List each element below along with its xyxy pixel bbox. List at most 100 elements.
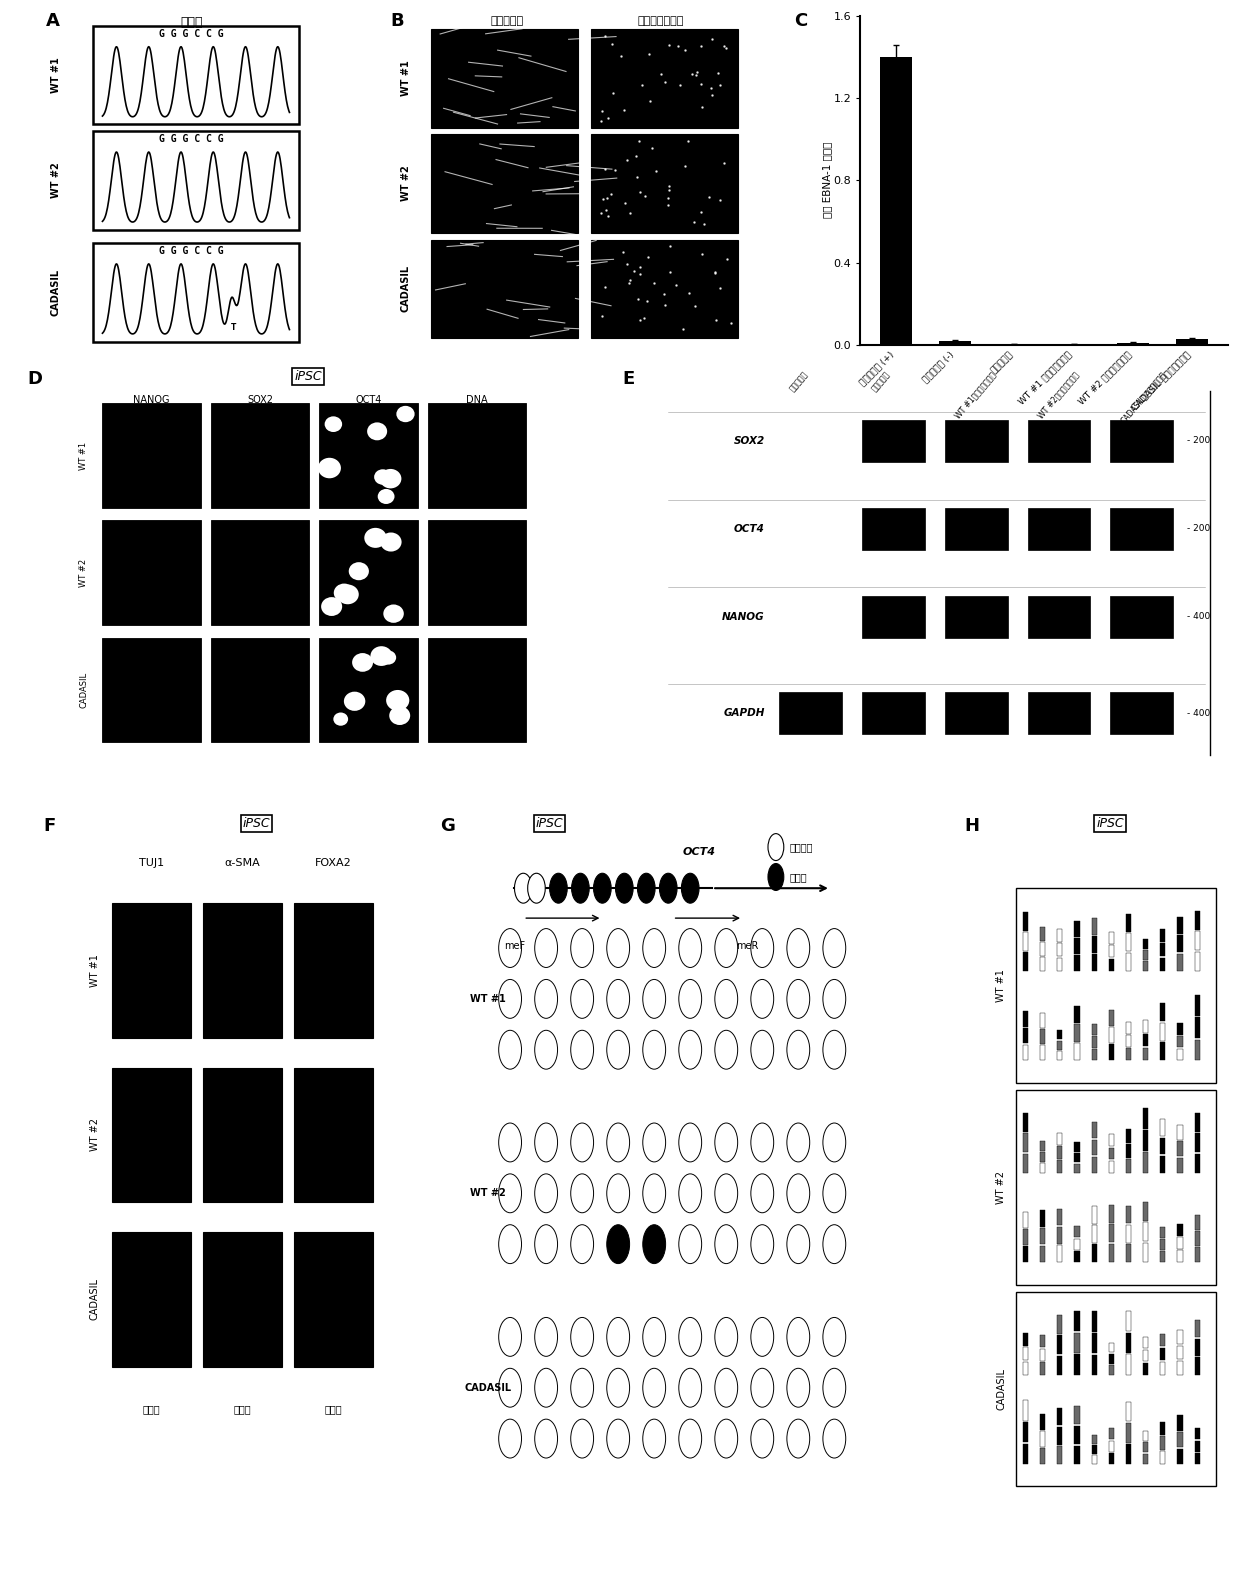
Circle shape <box>606 1123 630 1162</box>
Text: iPSC: iPSC <box>536 817 563 830</box>
Bar <box>1091 1244 1096 1262</box>
Bar <box>1109 1205 1114 1222</box>
Text: WT #1: WT #1 <box>89 954 99 987</box>
Circle shape <box>534 1369 558 1407</box>
Text: G G G C C G: G G G C C G <box>159 246 223 255</box>
Circle shape <box>498 1030 522 1069</box>
Circle shape <box>787 1123 810 1162</box>
Text: SOX2: SOX2 <box>247 394 273 405</box>
Circle shape <box>534 1225 558 1263</box>
Bar <box>1040 957 1045 971</box>
Bar <box>1194 1154 1200 1173</box>
Circle shape <box>570 1173 594 1213</box>
Circle shape <box>751 979 774 1019</box>
Text: CADASIL: CADASIL <box>89 1279 99 1320</box>
Circle shape <box>823 1173 846 1213</box>
Circle shape <box>751 1419 774 1459</box>
Circle shape <box>678 1225 702 1263</box>
Bar <box>211 637 309 743</box>
Circle shape <box>751 1225 774 1263</box>
Text: WT #1: WT #1 <box>997 968 1007 1001</box>
Bar <box>294 1068 372 1202</box>
Circle shape <box>397 405 414 423</box>
Text: 未甲基化: 未甲基化 <box>789 842 812 852</box>
Circle shape <box>534 1123 558 1162</box>
Bar <box>1091 1036 1096 1047</box>
Bar <box>1058 1052 1063 1060</box>
Text: 中胚层: 中胚层 <box>233 1404 250 1415</box>
Bar <box>1074 1025 1080 1041</box>
Bar <box>1194 1441 1200 1451</box>
Bar <box>1091 1435 1096 1445</box>
Text: CADASIL: CADASIL <box>79 672 88 708</box>
Bar <box>1126 1143 1131 1158</box>
Bar <box>1074 1227 1080 1238</box>
Bar <box>1126 1402 1131 1421</box>
Circle shape <box>367 423 387 440</box>
Bar <box>1126 1355 1131 1375</box>
Bar <box>1126 1035 1131 1047</box>
Circle shape <box>381 533 402 552</box>
Bar <box>1058 1227 1063 1244</box>
Circle shape <box>348 561 370 580</box>
Bar <box>1194 1113 1200 1132</box>
Text: meF: meF <box>503 940 525 951</box>
Circle shape <box>337 585 358 604</box>
Circle shape <box>642 1173 666 1213</box>
Bar <box>1178 1432 1183 1448</box>
Circle shape <box>498 1419 522 1459</box>
Bar <box>1109 1429 1114 1440</box>
Circle shape <box>570 1317 594 1356</box>
Circle shape <box>751 1173 774 1213</box>
Bar <box>1178 1124 1183 1140</box>
Circle shape <box>381 650 396 664</box>
Bar <box>1161 1137 1166 1154</box>
Bar <box>1058 957 1063 971</box>
Bar <box>1040 1348 1045 1361</box>
Circle shape <box>498 1369 522 1407</box>
Circle shape <box>751 1123 774 1162</box>
Bar <box>1023 1046 1028 1060</box>
Bar <box>1126 915 1131 932</box>
Circle shape <box>498 929 522 967</box>
Bar <box>1178 954 1183 971</box>
Text: WT #2: WT #2 <box>470 1189 506 1199</box>
Circle shape <box>383 604 404 623</box>
Bar <box>1074 1426 1080 1445</box>
Text: CADASIL: CADASIL <box>51 268 61 315</box>
Circle shape <box>678 1173 702 1213</box>
Bar <box>1178 1345 1183 1359</box>
Bar <box>1143 1430 1148 1441</box>
Circle shape <box>528 874 546 904</box>
Bar <box>1143 951 1148 960</box>
Text: G: G <box>440 817 455 836</box>
Bar <box>1161 1042 1166 1060</box>
Bar <box>428 404 526 508</box>
Text: 诱导多能干细胞: 诱导多能干细胞 <box>637 16 684 25</box>
Circle shape <box>823 1419 846 1459</box>
Text: E: E <box>622 369 634 388</box>
Bar <box>320 637 418 743</box>
Circle shape <box>549 874 567 904</box>
Circle shape <box>594 874 611 904</box>
Text: WT #1诱导多能干细胞: WT #1诱导多能干细胞 <box>954 369 997 419</box>
Text: - 400: - 400 <box>1187 612 1210 621</box>
Bar <box>103 520 201 624</box>
Circle shape <box>642 1123 666 1162</box>
Circle shape <box>823 929 846 967</box>
Bar <box>428 637 526 743</box>
Text: α-SMA: α-SMA <box>224 858 260 869</box>
Circle shape <box>498 1317 522 1356</box>
Circle shape <box>678 979 702 1019</box>
Bar <box>1058 1030 1063 1039</box>
Circle shape <box>823 1317 846 1356</box>
Circle shape <box>606 1030 630 1069</box>
Bar <box>1161 1023 1166 1041</box>
Bar <box>1194 1247 1200 1262</box>
Circle shape <box>534 1419 558 1459</box>
Circle shape <box>570 1419 594 1459</box>
Bar <box>1194 1232 1200 1246</box>
Circle shape <box>389 706 410 725</box>
Bar <box>1143 1020 1148 1033</box>
Circle shape <box>751 1369 774 1407</box>
